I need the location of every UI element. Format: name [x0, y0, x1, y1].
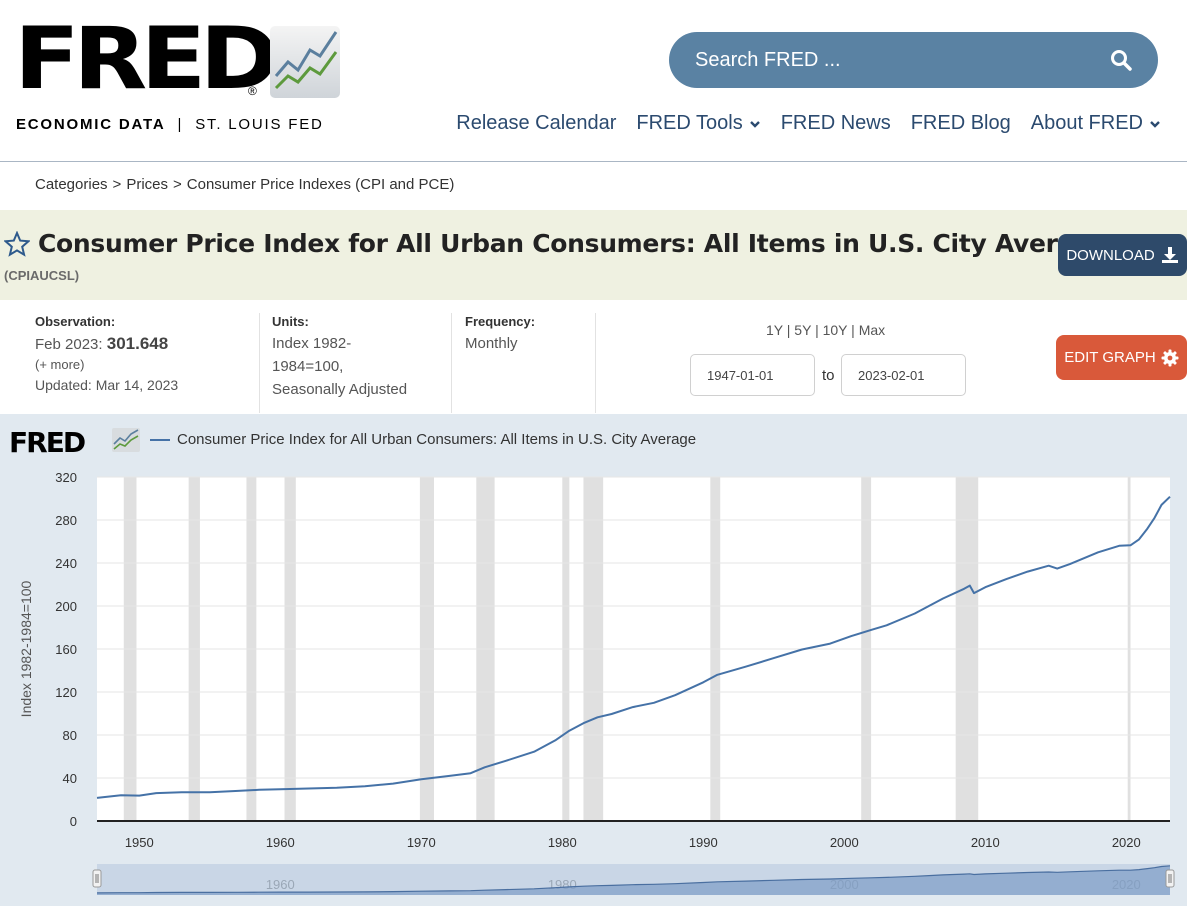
search-icon[interactable] [1110, 49, 1132, 71]
range-max[interactable]: Max [858, 322, 886, 338]
cpi-line-chart: 0 40 80 120 160 200 240 280 320 1950 1960 1970 1980 1… [18, 470, 1175, 895]
chart-fred-logo: FRED [9, 426, 86, 459]
logo-chart-icon [270, 26, 340, 98]
breadcrumb: Categories > Prices > Consumer Price Indexes… [35, 176, 455, 193]
range-1y[interactable]: 1Y [766, 322, 783, 338]
search-bar[interactable] [669, 32, 1158, 88]
navigator-line [96, 865, 1171, 894]
page-title: Consumer Price Index for All Urban Consu… [38, 229, 1109, 258]
x-tick-label: 2010 [971, 835, 1000, 850]
nav-about-fred[interactable]: About FRED [1031, 112, 1161, 135]
units-line: Index 1982- [272, 335, 352, 352]
legend-label: Consumer Price Index for All Urban Consu… [177, 431, 697, 448]
edit-graph-button[interactable]: EDIT GRAPH [1056, 335, 1187, 380]
more-observations-link[interactable]: (+ more) [35, 357, 85, 372]
y-tick-label: 200 [55, 599, 77, 614]
frequency-block: Frequency: Monthly [465, 314, 535, 355]
nav-fred-news[interactable]: FRED News [780, 112, 891, 134]
observation-date: Feb 2023: [35, 336, 103, 353]
star-icon[interactable] [4, 231, 30, 257]
navigator-handle-left[interactable] [92, 869, 102, 888]
divider [451, 313, 452, 413]
navigator-area [97, 865, 1170, 895]
observation-block: Observation: Feb 2023: 301.648 (+ more) … [35, 314, 178, 397]
y-tick-label: 240 [55, 556, 77, 571]
nav-fred-blog[interactable]: FRED Blog [910, 112, 1011, 134]
x-tick-label: 2020 [1112, 835, 1141, 850]
y-tick-label: 160 [55, 642, 77, 657]
nav-fred-tools[interactable]: FRED Tools [636, 112, 760, 135]
observation-label: Observation: [35, 314, 116, 329]
y-tick-label: 280 [55, 513, 77, 528]
y-axis-label: Index 1982-1984=100 [18, 580, 34, 717]
observation-value: 301.648 [106, 334, 169, 353]
logo-chart-icon [112, 428, 140, 452]
date-range-to: to [822, 367, 835, 384]
x-tick-label: 1960 [266, 835, 295, 850]
search-input[interactable] [695, 48, 1110, 72]
site-header: FRED ® ECONOMIC DATA|ST. LOUIS FED Relea… [0, 0, 1187, 162]
breadcrumb-cpi-pce[interactable]: Consumer Price Indexes (CPI and PCE) [186, 176, 455, 193]
y-tick-label: 40 [63, 771, 77, 786]
breadcrumb-categories[interactable]: Categories [35, 176, 108, 193]
divider [595, 313, 596, 413]
tagline: ECONOMIC DATA | ST. LOUIS FED [16, 116, 324, 133]
nav-release-calendar[interactable]: Release Calendar [456, 112, 617, 134]
end-date-input[interactable]: 2023-02-01 [841, 354, 966, 396]
y-tick-label: 320 [55, 470, 77, 485]
x-tick-label: 2000 [830, 835, 859, 850]
navigator-tick-label: 1960 [266, 877, 295, 892]
registered-mark: ® [248, 84, 257, 98]
x-tick-label: 1990 [689, 835, 718, 850]
y-tick-label: 120 [55, 685, 77, 700]
range-5y[interactable]: 5Y [794, 322, 812, 338]
x-tick-label: 1980 [548, 835, 577, 850]
chevron-down-icon [1150, 120, 1160, 128]
frequency-label: Frequency: [465, 314, 536, 329]
main-nav: Release Calendar FRED Tools FRED News FR… [456, 112, 1161, 135]
gear-icon [1161, 349, 1179, 366]
download-icon [1161, 247, 1178, 263]
start-date-input[interactable]: 1947-01-01 [690, 354, 815, 396]
chevron-down-icon [749, 120, 760, 128]
series-title-band: Consumer Price Index for All Urban Consu… [0, 210, 1187, 300]
fred-logo[interactable]: FRED [14, 9, 280, 109]
x-tick-label: 1970 [407, 835, 436, 850]
series-id: (CPIAUCSL) [4, 268, 80, 283]
y-tick-label: 80 [63, 728, 77, 743]
range-10y[interactable]: 10Y [822, 322, 848, 338]
navigator-handle-right[interactable] [1165, 869, 1175, 888]
units-block: Units: Index 1982- 1984=100, Seasonally … [272, 314, 407, 401]
breadcrumb-prices[interactable]: Prices [126, 176, 168, 193]
download-button[interactable]: DOWNLOAD [1058, 234, 1187, 276]
divider [259, 313, 260, 413]
x-tick-label: 1950 [125, 835, 154, 850]
y-tick-label: 0 [70, 814, 77, 829]
units-line: Seasonally Adjusted [272, 381, 408, 398]
units-line: 1984=100, [272, 358, 344, 375]
updated-date: Updated: Mar 14, 2023 [35, 377, 179, 393]
frequency-value: Monthly [465, 335, 518, 352]
legend-swatch [150, 439, 170, 441]
series-line [96, 495, 1171, 799]
range-selector: 1Y | 5Y | 10Y | Max [766, 322, 886, 338]
graph-panel: FRED Consumer Price Index for All Urban … [0, 414, 1187, 906]
units-label: Units: [272, 314, 309, 329]
